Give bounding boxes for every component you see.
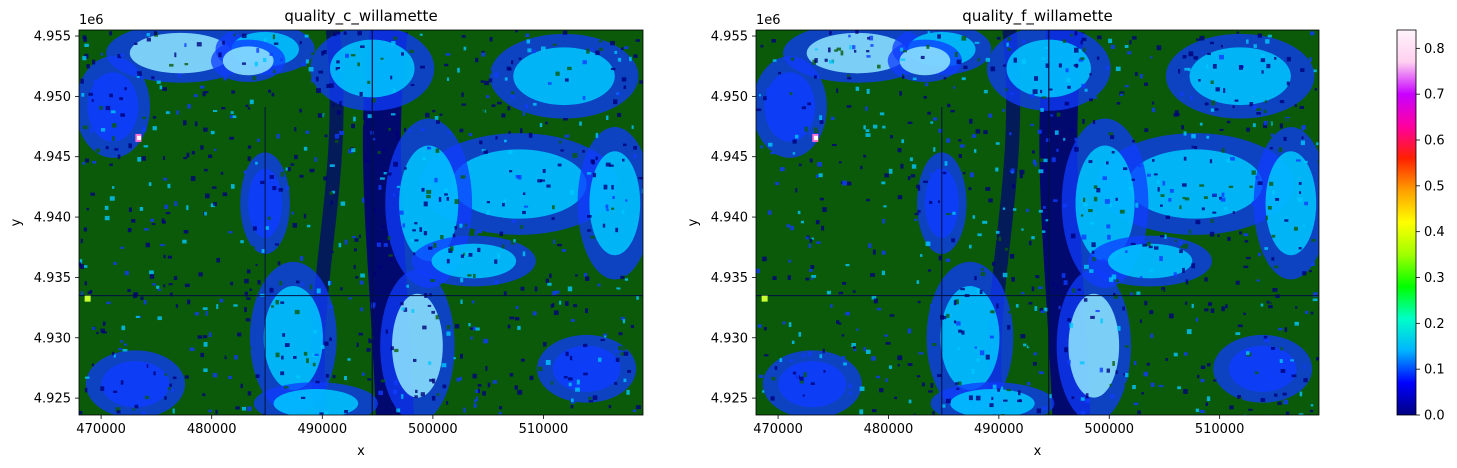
heatmap-image bbox=[756, 30, 1319, 415]
y-tick-label: 4.930 bbox=[34, 331, 71, 346]
chart-title: quality_f_willamette bbox=[962, 7, 1112, 26]
y-tick-label: 4.945 bbox=[711, 150, 748, 165]
colorbar: 0.0 0.1 0.2 0.3 0.4 0.5 0.6 0.7 0.8 bbox=[1396, 29, 1445, 424]
colorbar-fill bbox=[1397, 30, 1416, 415]
colorbar-tick-label: 0.3 bbox=[1424, 271, 1445, 286]
x-tick-label: 490000 bbox=[297, 422, 347, 437]
axes-frame bbox=[78, 29, 644, 416]
x-tick-label: 470000 bbox=[76, 422, 126, 437]
x-tick-label: 480000 bbox=[864, 422, 914, 437]
colorbar-frame bbox=[1396, 29, 1417, 416]
y-tick-label: 4.950 bbox=[711, 90, 748, 105]
colorbar-tick-label: 0.1 bbox=[1424, 363, 1445, 378]
x-tick-label: 510000 bbox=[519, 422, 569, 437]
colorbar-tick-label: 0.5 bbox=[1424, 179, 1445, 194]
y-tick-label: 4.955 bbox=[34, 30, 71, 45]
x-axis-label: x bbox=[1034, 444, 1042, 459]
colorbar-tick-label: 0.0 bbox=[1424, 409, 1445, 424]
y-offset-label: 1e6 bbox=[79, 13, 104, 28]
y-tick-label: 4.955 bbox=[711, 30, 748, 45]
colorbar-tick-label: 0.6 bbox=[1424, 134, 1445, 149]
x-tick-label: 470000 bbox=[753, 422, 803, 437]
colorbar-tick-label: 0.8 bbox=[1424, 42, 1445, 57]
heatmap-image bbox=[79, 30, 643, 415]
x-tick-label: 510000 bbox=[1195, 422, 1245, 437]
y-tick-label: 4.940 bbox=[711, 211, 748, 226]
y-axis-label: y bbox=[9, 218, 24, 226]
colorbar-tick-label: 0.7 bbox=[1424, 88, 1445, 103]
x-tick-label: 490000 bbox=[974, 422, 1024, 437]
chart-title: quality_c_willamette bbox=[284, 7, 437, 26]
y-tick-label: 4.935 bbox=[34, 271, 71, 286]
panel-1: 470000 480000 490000 500000 510000 4.925 4.930… bbox=[9, 7, 644, 459]
x-tick-label: 480000 bbox=[187, 422, 237, 437]
y-tick-label: 4.945 bbox=[34, 150, 71, 165]
y-tick-label: 4.930 bbox=[711, 331, 748, 346]
y-tick-label: 4.925 bbox=[711, 392, 748, 407]
y-tick-label: 4.940 bbox=[34, 211, 71, 226]
y-tick-label: 4.935 bbox=[711, 271, 748, 286]
colorbar-tick-label: 0.2 bbox=[1424, 317, 1445, 332]
y-offset-label: 1e6 bbox=[756, 13, 781, 28]
axes-frame bbox=[755, 29, 1320, 416]
y-axis-label: y bbox=[686, 218, 701, 226]
panel-2: 470000 480000 490000 500000 510000 4.925 4.930… bbox=[686, 7, 1320, 459]
x-axis-label: x bbox=[357, 444, 365, 459]
x-tick-label: 500000 bbox=[408, 422, 458, 437]
x-tick-label: 500000 bbox=[1084, 422, 1134, 437]
colorbar-tick-label: 0.4 bbox=[1424, 225, 1445, 240]
y-tick-label: 4.925 bbox=[34, 392, 71, 407]
y-tick-label: 4.950 bbox=[34, 90, 71, 105]
